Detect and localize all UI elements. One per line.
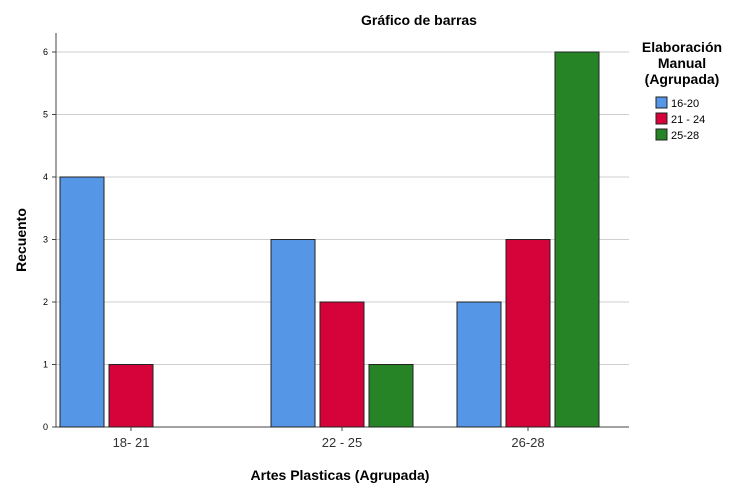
legend-swatch [655,128,668,141]
x-tick-label: 22 - 25 [322,435,362,450]
legend-label: 25-28 [671,130,699,142]
chart-title: Gráfico de barras [361,12,477,28]
y-tick-label: 1 [43,360,48,370]
y-tick-label: 6 [43,47,48,57]
legend-label: 16-20 [671,98,699,110]
legend-swatch [655,96,668,109]
legend-label: 21 - 24 [671,114,705,126]
y-tick-label: 3 [43,235,48,245]
legend-title-line: (Agrupada) [645,71,720,87]
legend-title-line: Elaboración [642,39,722,55]
y-tick-label: 0 [43,422,48,432]
legend-swatch [655,112,668,125]
bar [270,239,316,428]
bar [456,301,502,428]
bar [319,301,365,428]
y-tick-label: 2 [43,297,48,307]
y-tick-label: 5 [43,110,48,120]
legend-title-line: Manual [658,55,706,71]
bar [505,239,551,428]
bar [368,364,414,428]
bar [108,364,154,428]
plot-area: 0 1 2 3 4 5 6 18- 21 22 - 25 26-28 [43,33,629,450]
x-tick-label: 26-28 [511,435,544,450]
bar [59,176,105,428]
x-axis-title: Artes Plasticas (Agrupada) [251,467,430,483]
x-tick-label: 18- 21 [113,435,150,450]
bar [554,51,600,428]
y-tick-label: 4 [43,172,48,182]
y-axis-title: Recuento [13,208,29,272]
